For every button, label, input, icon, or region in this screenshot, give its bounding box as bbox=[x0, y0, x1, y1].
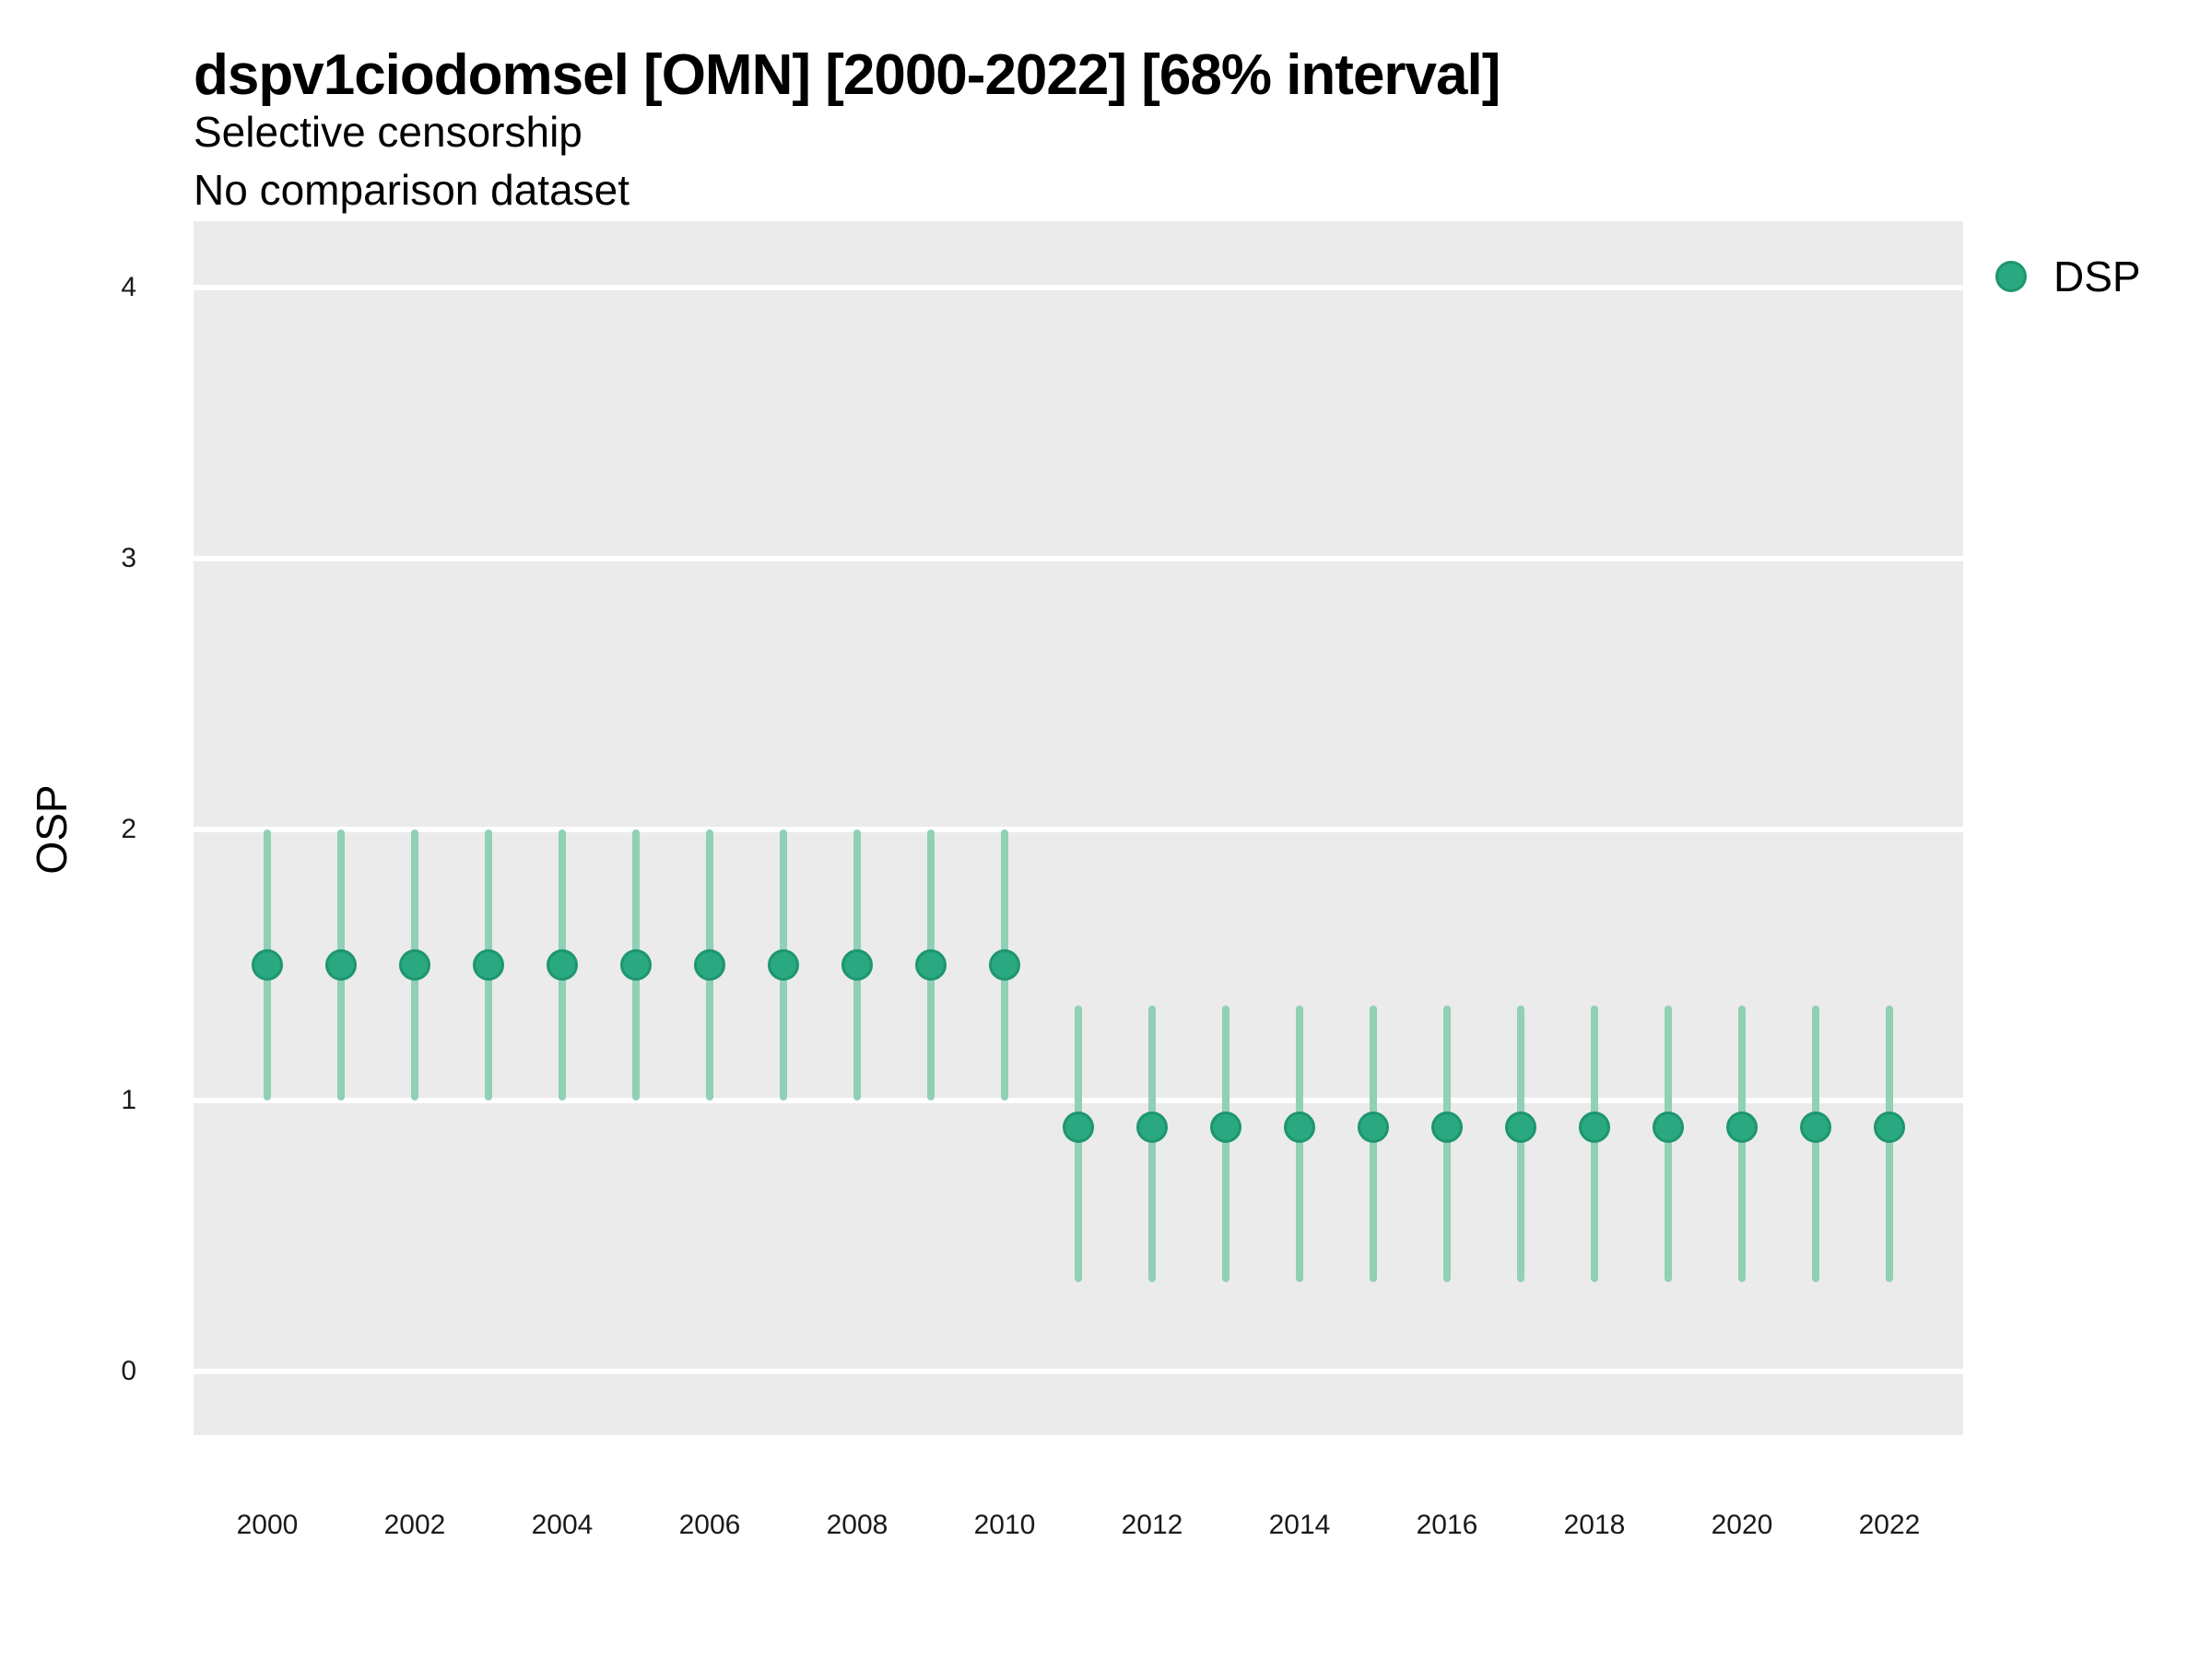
data-point-dot bbox=[252, 949, 283, 981]
data-point-dot bbox=[1726, 1112, 1758, 1144]
interval-bar bbox=[1370, 1006, 1377, 1282]
data-point-dot bbox=[1653, 1112, 1684, 1144]
y-tick-label: 0 bbox=[121, 1356, 136, 1386]
data-point-dot bbox=[1358, 1112, 1389, 1144]
data-point-dot bbox=[547, 949, 578, 981]
x-tick-label: 2008 bbox=[826, 1510, 888, 1540]
interval-bar bbox=[1443, 1006, 1451, 1282]
data-point-dot bbox=[1431, 1112, 1463, 1144]
x-tick-label: 2000 bbox=[236, 1510, 299, 1540]
data-point-dot bbox=[1505, 1112, 1536, 1144]
y-tick-label: 3 bbox=[121, 543, 136, 573]
legend-label: DSP bbox=[2053, 253, 2141, 300]
data-point-dot bbox=[399, 949, 430, 981]
x-tick-label: 2002 bbox=[383, 1510, 446, 1540]
data-point-dot bbox=[915, 949, 947, 981]
interval-bar bbox=[1517, 1006, 1524, 1282]
data-point-dot bbox=[768, 949, 799, 981]
x-tick-label: 2012 bbox=[1121, 1510, 1183, 1540]
x-tick-label: 2004 bbox=[531, 1510, 594, 1540]
y-gridline bbox=[194, 285, 1963, 290]
interval-bar bbox=[1665, 1006, 1672, 1282]
interval-bar bbox=[1222, 1006, 1230, 1282]
legend-key-dot-icon bbox=[1995, 261, 2027, 292]
data-point-dot bbox=[989, 949, 1020, 981]
interval-bar bbox=[1148, 1006, 1156, 1282]
chart-note: No comparison dataset bbox=[194, 166, 630, 214]
interval-bar bbox=[1075, 1006, 1082, 1282]
data-point-dot bbox=[1210, 1112, 1241, 1144]
y-tick-label: 4 bbox=[121, 272, 136, 302]
x-tick-label: 2016 bbox=[1416, 1510, 1478, 1540]
x-tick-label: 2018 bbox=[1563, 1510, 1626, 1540]
y-tick-label: 1 bbox=[121, 1085, 136, 1115]
data-point-dot bbox=[841, 949, 873, 981]
interval-bar bbox=[1738, 1006, 1746, 1282]
data-point-dot bbox=[473, 949, 504, 981]
y-gridline bbox=[194, 1369, 1963, 1374]
data-point-dot bbox=[325, 949, 357, 981]
data-point-dot bbox=[694, 949, 725, 981]
y-gridline bbox=[194, 827, 1963, 832]
interval-bar bbox=[1296, 1006, 1303, 1282]
data-point-dot bbox=[1284, 1112, 1315, 1144]
data-point-dot bbox=[620, 949, 652, 981]
x-tick-label: 2014 bbox=[1268, 1510, 1331, 1540]
interval-bar bbox=[1812, 1006, 1819, 1282]
chart-title: dspv1ciodomsel [OMN] [2000-2022] [68% in… bbox=[194, 43, 1500, 107]
data-point-dot bbox=[1136, 1112, 1168, 1144]
x-tick-label: 2006 bbox=[678, 1510, 741, 1540]
data-point-dot bbox=[1800, 1112, 1831, 1144]
interval-bar bbox=[1886, 1006, 1893, 1282]
data-point-dot bbox=[1063, 1112, 1094, 1144]
chart-subtitle: Selective censorship bbox=[194, 108, 582, 156]
plot-panel bbox=[194, 221, 1963, 1435]
data-point-dot bbox=[1874, 1112, 1905, 1144]
x-tick-label: 2020 bbox=[1711, 1510, 1773, 1540]
data-point-dot bbox=[1579, 1112, 1610, 1144]
y-gridline bbox=[194, 556, 1963, 561]
x-tick-label: 2022 bbox=[1858, 1510, 1921, 1540]
x-tick-label: 2010 bbox=[973, 1510, 1036, 1540]
interval-bar bbox=[1591, 1006, 1598, 1282]
y-tick-label: 2 bbox=[121, 814, 136, 844]
